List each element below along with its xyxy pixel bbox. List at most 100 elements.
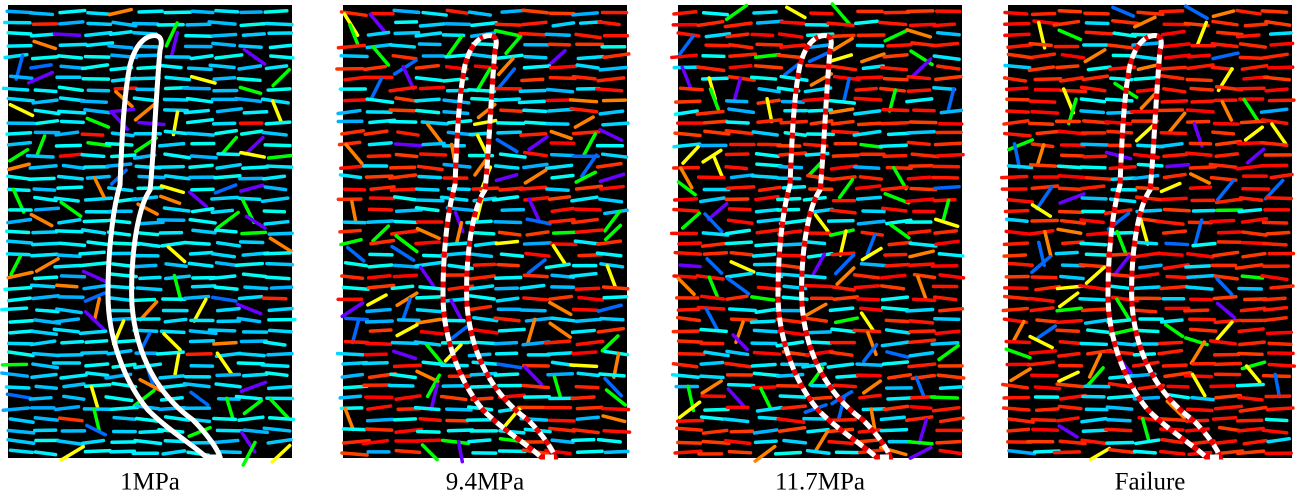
fiber-segment: [1190, 99, 1215, 104]
fiber-segment: [55, 307, 83, 315]
fiber-segment: [236, 361, 266, 366]
fiber-segment: [241, 272, 268, 279]
fiber-segment: [1265, 196, 1293, 201]
panel: [0, 5, 297, 467]
fiber-segment: [415, 226, 441, 241]
fiber-segment: [1035, 185, 1054, 211]
fiber-segment: [31, 293, 61, 301]
fiber-segment: [699, 327, 728, 334]
fiber-segment: [133, 102, 157, 122]
fiber-segment: [1213, 404, 1244, 411]
fiber-segment: [704, 31, 732, 39]
fiber-segment: [497, 230, 522, 237]
fiber-segment: [1030, 218, 1059, 223]
fiber-segment: [725, 32, 750, 39]
fiber-segment: [92, 407, 102, 433]
fiber-segment: [1189, 340, 1207, 365]
fiber-segment: [878, 143, 908, 149]
fiber-segment: [236, 351, 266, 358]
fiber-segment: [30, 241, 60, 247]
fiber-segment: [756, 118, 783, 124]
fiber-segment: [262, 209, 287, 214]
fiber-segment: [109, 449, 137, 454]
fiber-segment: [158, 63, 183, 70]
fiber-segment: [813, 213, 830, 233]
fiber-segment: [244, 214, 267, 230]
fiber-segment: [879, 273, 907, 280]
fiber-segment: [35, 308, 60, 314]
fiber-segment: [701, 439, 731, 446]
fiber-segment: [445, 34, 464, 59]
fiber-segment: [186, 131, 215, 137]
fiber-segment: [882, 76, 909, 82]
fiber-segment: [56, 439, 86, 447]
fiber-segment: [401, 297, 412, 322]
fiber-segment: [1085, 366, 1105, 388]
fiber-segment: [1236, 351, 1264, 357]
fiber-segment: [1157, 417, 1187, 423]
fiber-segment: [1165, 399, 1187, 420]
fiber-segment: [728, 52, 758, 59]
fiber-segment: [1162, 207, 1191, 213]
fiber-segment: [806, 340, 833, 345]
fiber-segment: [932, 295, 958, 302]
fiber-segment: [1241, 230, 1268, 237]
fiber-segment: [1159, 318, 1184, 324]
fiber-segment: [604, 388, 628, 407]
fiber-segment: [391, 53, 418, 61]
fiber-segment: [1055, 318, 1083, 325]
fiber-segment: [855, 373, 883, 378]
fiber-segment: [908, 445, 933, 460]
fiber-segment: [1043, 229, 1053, 258]
fiber-segment: [755, 227, 782, 235]
fiber-segment: [158, 374, 185, 380]
fiber-segment: [833, 253, 856, 276]
fiber-segment: [161, 449, 187, 456]
fiber-segment: [1056, 164, 1083, 170]
fiber-segment: [6, 31, 33, 36]
fiber-segment: [213, 174, 242, 180]
fiber-segment: [568, 98, 599, 104]
fiber-segment: [1082, 154, 1108, 159]
fiber-segment: [58, 241, 87, 248]
fiber-segment: [190, 284, 217, 289]
fiber-segment: [1030, 203, 1053, 218]
fiber-segment: [1238, 42, 1268, 49]
fiber-segment: [188, 163, 214, 170]
fiber-segment: [262, 426, 292, 433]
fiber-segment: [260, 363, 290, 368]
fiber-segment: [912, 108, 936, 113]
fiber-segment: [813, 430, 830, 453]
fiber-segment: [83, 448, 112, 454]
fiber-segment: [1235, 382, 1265, 388]
fiber-segment: [1007, 448, 1037, 456]
fiber-segment: [388, 43, 416, 49]
fiber-segment: [678, 34, 695, 56]
fiber-segment: [80, 350, 109, 355]
fiber-segment: [363, 352, 388, 357]
fiber-segment: [1103, 208, 1133, 216]
fiber-segment: [519, 132, 548, 138]
fiber-segment: [548, 300, 573, 317]
fiber-segment: [1079, 218, 1105, 225]
fiber-segment: [470, 20, 498, 28]
fiber-segment: [859, 306, 883, 312]
fiber-segment: [262, 340, 287, 347]
fiber-segment: [832, 74, 861, 82]
fiber-segment: [699, 360, 725, 366]
fiber-segment: [703, 350, 730, 358]
fiber-segment: [1106, 272, 1133, 279]
fiber-segment: [548, 218, 576, 224]
fiber-segment: [473, 241, 498, 248]
fiber-segment: [467, 10, 493, 17]
fiber-segment: [855, 362, 884, 367]
fiber-segment: [425, 373, 442, 399]
fiber-segment: [336, 43, 367, 50]
fiber-segment: [241, 372, 269, 378]
fiber-segment: [137, 9, 164, 14]
fiber-segment: [1186, 252, 1215, 259]
fiber-segment: [366, 219, 395, 225]
fiber-segment: [371, 45, 391, 67]
fiber-segment: [1079, 97, 1107, 104]
fiber-segment: [393, 142, 423, 148]
